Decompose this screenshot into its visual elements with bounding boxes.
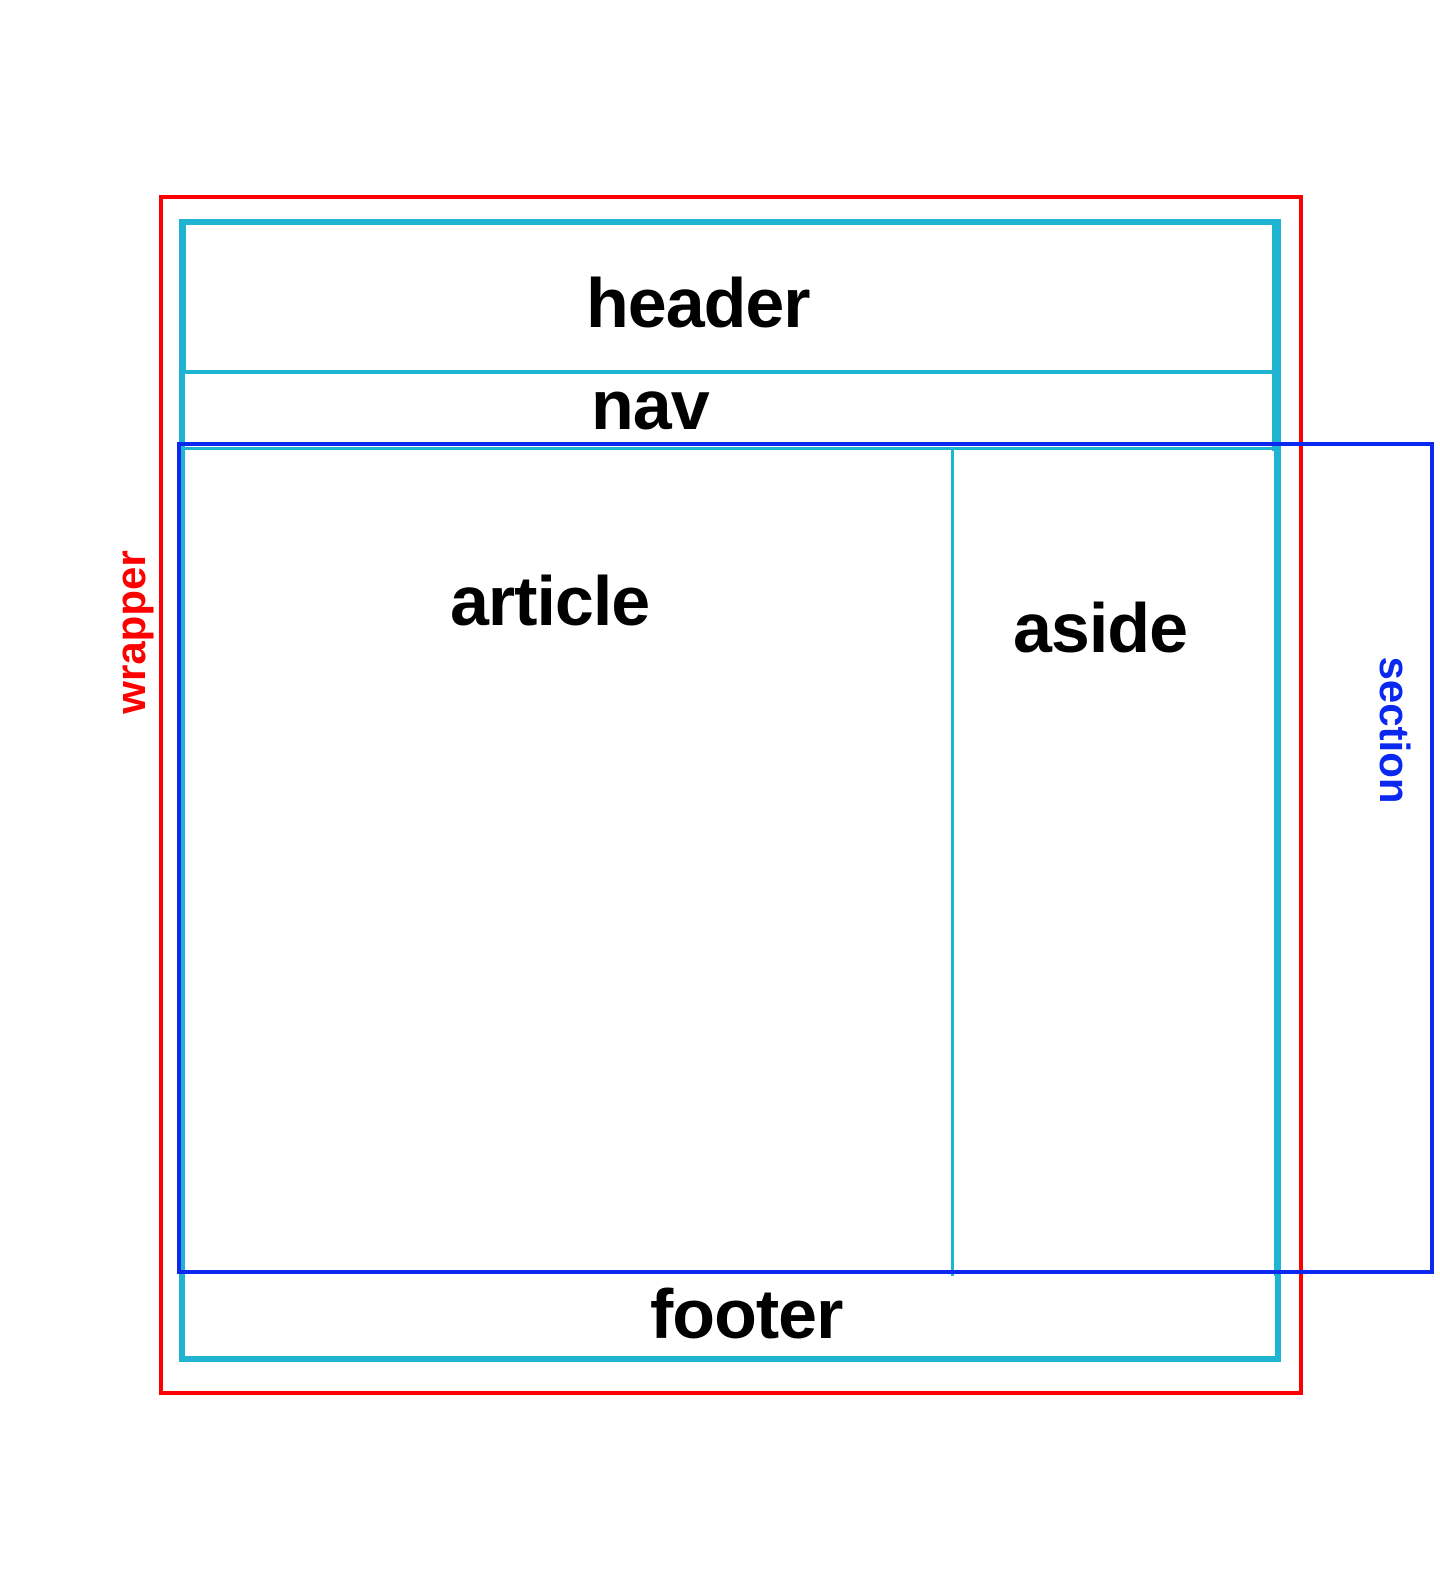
- section-label: section: [1371, 656, 1418, 804]
- header-label: header: [586, 264, 811, 342]
- aside-label: aside: [1013, 589, 1188, 667]
- footer-label: footer: [650, 1275, 843, 1353]
- wrapper-box: [159, 195, 1303, 1395]
- article-label: article: [450, 562, 650, 640]
- section-box: [177, 442, 1434, 1274]
- aside-box: [951, 447, 1277, 1276]
- wrapper-label: wrapper: [107, 550, 154, 714]
- nav-label: nav: [591, 366, 710, 444]
- nav-box: [181, 371, 1275, 451]
- article-box: [181, 447, 954, 1276]
